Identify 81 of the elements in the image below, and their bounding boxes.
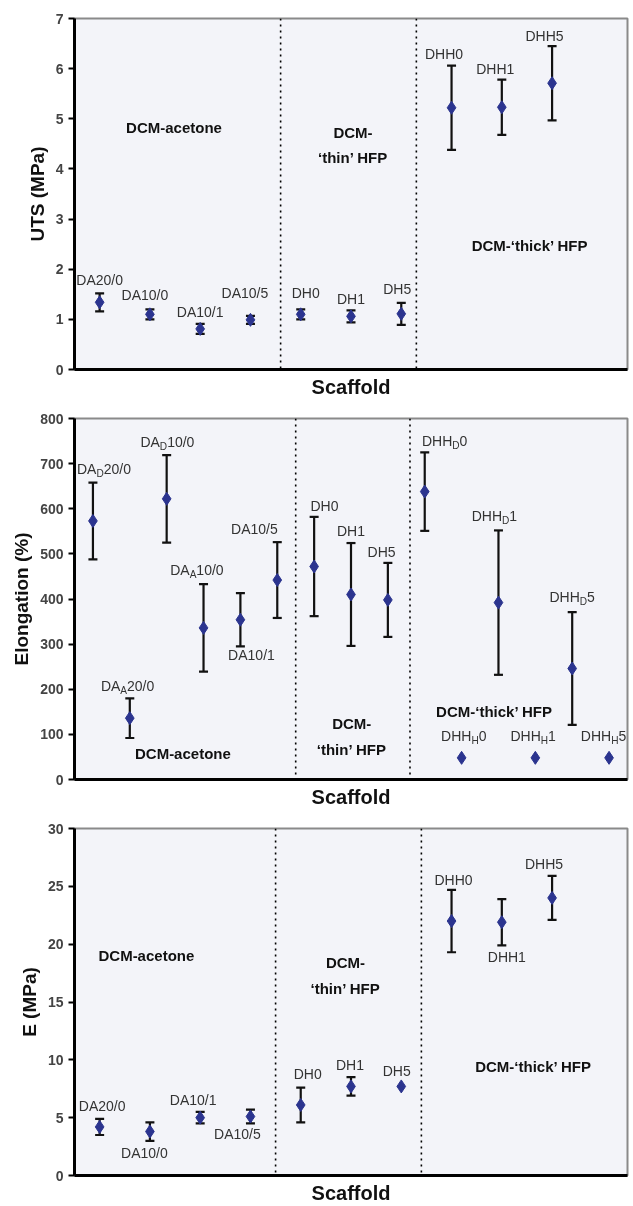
point [456,750,467,765]
annotation: DA10/1 [176,303,224,320]
point [161,491,172,506]
y-tick-label: 7 [55,10,64,27]
y-tick-label: 2 [55,261,64,278]
annotation: DCM-‘thick’ HFP [475,1057,591,1075]
annotation: DCM-acetone [126,118,222,136]
y-tick-label: 6 [55,60,64,77]
y-tick-label: 30 [47,820,64,837]
annotation: DHH5 [524,856,564,873]
point [493,595,504,610]
y-tick-label: 5 [55,110,64,127]
annotation: DHH0 [434,871,473,888]
annotation: DH0 [310,497,339,514]
y-tick-label: 100 [40,726,64,743]
annotation: DCM- ‘thin’ HFP [318,123,388,167]
annotation: DCM-acetone [134,745,231,763]
y-tick-label: 600 [40,500,64,517]
y-tick-label: 400 [40,591,64,607]
point [295,1097,306,1112]
annotation: DH5 [383,280,412,297]
annotation: DH1 [335,1057,365,1074]
point [396,306,407,321]
point [396,1079,407,1094]
y-tick-label: 1 [55,311,64,328]
annotation: DA10/1 [169,1091,217,1108]
x-axis-title: Scaffold [311,1181,391,1204]
point [198,620,209,635]
annotation: DA10/5 [214,1125,261,1142]
annotation: DH1 [337,291,366,308]
y-tick-label: 300 [40,636,64,653]
y-tick-label: 25 [47,878,64,895]
annotation: DH5 [382,1063,411,1080]
y-tick-label: 500 [40,545,64,562]
point [567,661,578,676]
annotation: DA10/1 [228,646,276,663]
y-tick-label: 200 [40,681,64,698]
y-tick-label: 3 [55,211,64,228]
annotation: DHH1 [476,61,515,78]
annotation: DHH5 [525,28,564,45]
annotation: DA20/0 [76,272,124,289]
point [496,100,507,115]
annotation: DHH1 [487,948,527,965]
annotation: DCM- ‘thin’ HFP [310,954,380,997]
y-tick-label: 0 [55,1167,64,1184]
y-tick-label: 800 [40,410,64,427]
annotation: DCM- ‘thin’ HFP [316,715,386,758]
annotation: DCM-‘thick’ HFP [436,702,552,720]
annotation: DCM-acetone [98,946,195,964]
x-axis-title: Scaffold [311,375,391,398]
point [530,750,541,765]
y-axis-title: E (MPa) [18,967,40,1037]
annotation: DH5 [367,543,396,560]
point [496,915,507,930]
y-tick-label: 5 [55,1109,64,1126]
annotation: DA20/0 [78,1098,126,1115]
y-tick-label: 0 [55,771,64,788]
y-axis-title: Elongation (%) [11,532,33,666]
point [446,100,457,115]
annotation: DH1 [337,522,366,539]
y-tick-label: 700 [40,455,64,472]
annotation: DH0 [291,285,320,302]
annotation: DA10/5 [221,285,269,302]
x-axis-title: Scaffold [311,785,391,808]
point [419,484,430,499]
y-axis-title: UTS (MPa) [26,146,48,242]
y-tick-label: 0 [55,361,64,378]
y-tick-label: 4 [55,160,64,177]
y-tick-label: 10 [47,1051,64,1068]
point [446,914,457,929]
annotation: DA10/5 [231,520,278,537]
y-tick-label: 20 [47,936,64,953]
point [235,612,246,627]
annotation: DH0 [293,1066,322,1083]
annotation: DHH0 [424,45,464,62]
point [272,573,283,588]
annotation: DA10/0 [121,1144,168,1161]
point [124,711,135,726]
annotation: DCM-‘thick’ HFP [471,237,588,255]
annotation: DA10/0 [121,287,169,304]
y-tick-label: 15 [47,994,64,1010]
